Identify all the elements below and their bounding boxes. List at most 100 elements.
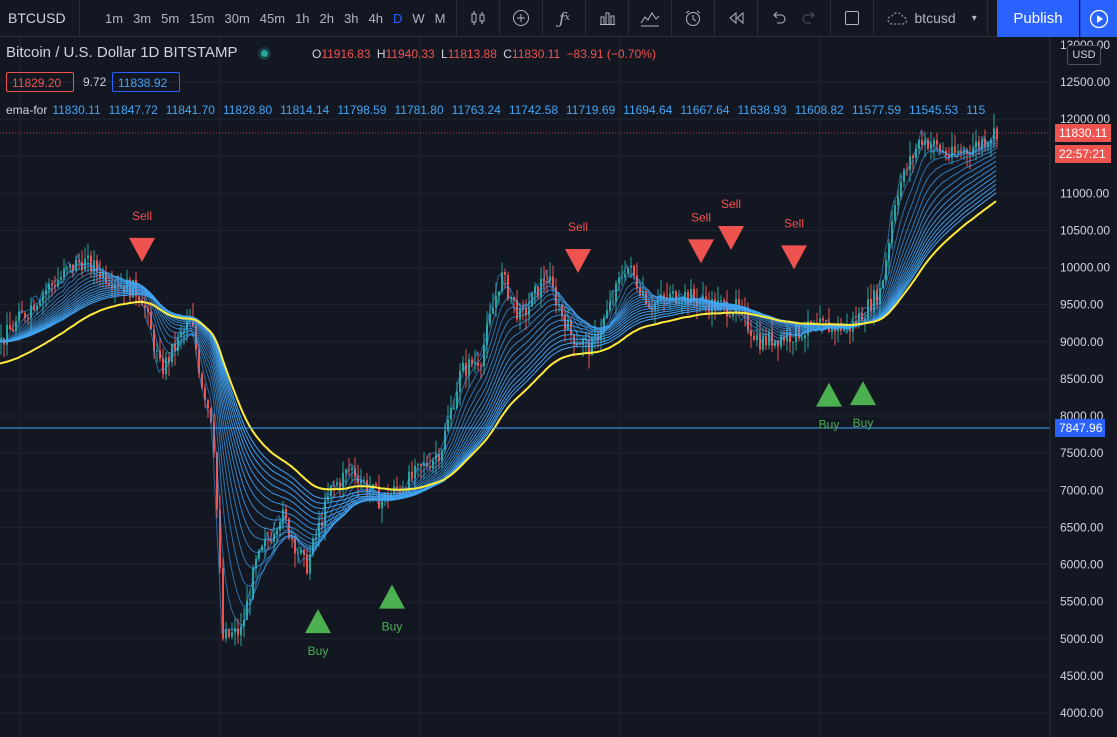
timeframe-1h[interactable]: 1h (295, 10, 310, 26)
timeframe-1m[interactable]: 1m (105, 10, 124, 26)
candle-body (12, 329, 14, 332)
candle-body (525, 308, 527, 316)
buy-label: Buy (853, 416, 874, 430)
candle-body (468, 359, 470, 376)
financials-icon[interactable] (592, 0, 622, 37)
candle-body (549, 276, 551, 283)
indicator-value: 11828.80 (222, 103, 273, 117)
candle-body (567, 319, 569, 330)
candle-body (72, 264, 74, 272)
indicator-value: 11830.11 (52, 103, 101, 117)
candle-body (333, 485, 335, 487)
price-chart[interactable]: Sell Sell Sell Sell Sell Buy Buy Buy Buy 12500.0… (0, 37, 1117, 737)
divider (757, 0, 759, 37)
undo-icon[interactable] (764, 0, 794, 37)
candle-body (594, 333, 596, 338)
indicator-value: 11798.59 (337, 103, 387, 117)
candle-body (498, 291, 500, 297)
indicator-legend[interactable]: ema-for 11830.11 11847.72 11841.70 11828.80 1… (6, 103, 1051, 117)
candle-body (417, 464, 419, 466)
timeframe-2h[interactable]: 2h (319, 10, 335, 26)
chevron-down-icon[interactable]: ▾ (971, 12, 977, 24)
indicator-value: 11667.64 (680, 103, 730, 117)
timeframe-3m[interactable]: 3m (133, 10, 152, 26)
candle-body (75, 260, 77, 272)
indicator-value: 115 (966, 103, 986, 117)
candle-body (21, 311, 23, 313)
candle-body (636, 275, 638, 289)
chart-title[interactable]: Bitcoin / U.S. Dollar 1D BITSTAMP (6, 44, 269, 61)
ask-price-box[interactable]: 11838.92 (112, 72, 180, 92)
candle-body (282, 509, 284, 522)
symbol-search[interactable]: BTCUSD (0, 0, 80, 37)
candle-body (240, 626, 242, 636)
timeframe-45m[interactable]: 45m (259, 10, 286, 26)
fullscreen-square-icon[interactable] (837, 0, 867, 37)
divider (456, 0, 458, 37)
indicator-value: 11763.24 (451, 103, 501, 117)
sell-label: Sell (568, 220, 588, 234)
ohlc-readout: O11916.83 H11940.33 L11813.88 C11830.11 … (312, 47, 656, 61)
price-tick-label: 7000.00 (1060, 483, 1104, 497)
candle-style-icon[interactable] (463, 0, 493, 37)
publish-button[interactable]: Publish (997, 0, 1079, 37)
templates-icon[interactable] (635, 0, 665, 37)
timeframe-30m[interactable]: 30m (224, 10, 250, 26)
candle-body (483, 344, 485, 366)
ema-ribbon-line (0, 156, 997, 541)
ema-ribbon-line (0, 170, 997, 525)
currency-label[interactable]: USD (1067, 45, 1101, 65)
candle-body (606, 310, 608, 318)
timeframe-15m[interactable]: 15m (189, 10, 215, 26)
candle-body (465, 362, 467, 376)
candle-body (822, 318, 824, 321)
candle-body (177, 337, 179, 351)
candle-body (729, 316, 731, 318)
save-layout[interactable]: btcusd ▾ (886, 10, 977, 26)
timeframe-5m[interactable]: 5m (161, 10, 180, 26)
candle-body (96, 260, 98, 272)
divider (986, 0, 988, 37)
indicator-value: 11814.14 (280, 103, 330, 117)
candle-body (153, 329, 155, 352)
candle-body (570, 319, 572, 336)
candle-body (768, 331, 770, 346)
candle-body (987, 143, 989, 147)
candle-body (309, 554, 311, 574)
ema-ribbon-line (0, 160, 997, 536)
timeframe-d[interactable]: D (392, 10, 403, 26)
price-tick-label: 10500.00 (1060, 223, 1110, 237)
price-tick-label: 7500.00 (1060, 446, 1104, 460)
candle-body (774, 340, 776, 346)
candle-body (444, 430, 446, 451)
candle-body (909, 156, 911, 171)
play-icon[interactable] (1080, 0, 1117, 37)
price-axis[interactable]: 12500.0012000.0011500.0011000.0010500.00… (1060, 38, 1110, 720)
indicator-name: ema-for (6, 103, 48, 117)
candle-body (222, 567, 224, 639)
ema-ribbon-line (0, 179, 997, 515)
candle-body (90, 255, 92, 272)
replay-icon[interactable] (721, 0, 751, 37)
timeframe-w[interactable]: W (412, 10, 425, 26)
timeframe-4h[interactable]: 4h (368, 10, 383, 26)
timeframe-3h[interactable]: 3h (344, 10, 359, 26)
alert-clock-icon[interactable] (678, 0, 708, 37)
candle-body (639, 288, 641, 297)
indicator-value: 11694.64 (623, 103, 673, 117)
candle-body (39, 302, 41, 306)
candle-body (321, 522, 323, 527)
timeframe-m[interactable]: M (434, 10, 446, 26)
ema-ribbon-line (0, 184, 997, 509)
candle-body (165, 357, 167, 375)
candle-body (576, 343, 578, 345)
candle-body (948, 155, 950, 158)
bid-price-box[interactable]: 11829.20 (6, 72, 74, 92)
candle-body (723, 300, 725, 302)
candle-body (447, 419, 449, 431)
candle-body (63, 268, 65, 277)
redo-icon[interactable] (794, 0, 824, 37)
compare-plus-icon[interactable] (506, 0, 536, 37)
